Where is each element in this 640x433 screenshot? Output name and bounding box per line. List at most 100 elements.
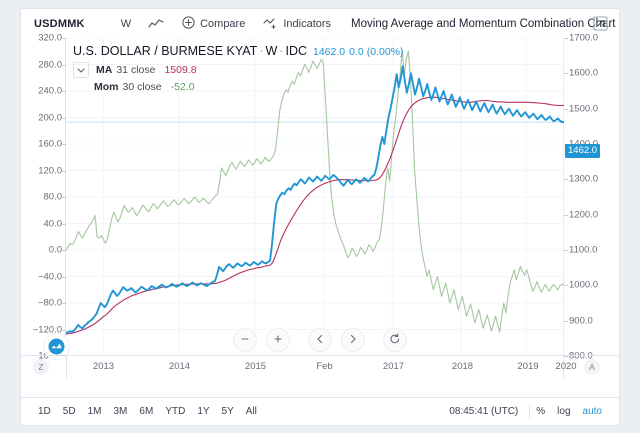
- legend-title-row: U.S. DOLLAR / BURMESE KYAT · W · IDC 1462.0 0.…: [73, 44, 404, 58]
- left-axis-tickmark: [62, 144, 66, 145]
- pan-left-button[interactable]: [308, 328, 332, 352]
- interval-button[interactable]: W: [120, 17, 132, 30]
- left-axis-tickmark: [62, 64, 66, 66]
- left-axis-tick: 280.0: [38, 59, 62, 70]
- range-button-ytd[interactable]: YTD: [165, 406, 186, 417]
- legend-change-percent: (0.00%): [366, 46, 404, 58]
- left-axis-tick: −120.0: [32, 324, 62, 335]
- right-axis-tickmark: [564, 73, 568, 75]
- range-button-1m[interactable]: 1M: [87, 406, 102, 417]
- zoom-out-button[interactable]: [233, 328, 257, 352]
- date-axis-tick: 2013: [92, 361, 115, 372]
- legend-mom-params: 30 close: [122, 81, 162, 93]
- series-canvas: [66, 38, 564, 356]
- left-axis-tick: −80.0: [37, 297, 62, 309]
- left-axis-tickmark: [62, 38, 66, 39]
- chart-title: Moving Average and Momentum Combination …: [351, 17, 616, 30]
- range-button-5y[interactable]: 5Y: [221, 406, 234, 417]
- right-axis-tickmark: [564, 38, 568, 39]
- pan-right-button[interactable]: [341, 328, 365, 352]
- left-axis-tick: 200.0: [38, 112, 62, 123]
- legend-mom-name: Mom: [94, 81, 119, 93]
- left-axis-tickmark: [62, 170, 66, 172]
- left-axis-tick: 80.0: [43, 191, 63, 203]
- right-axis-tick: 1200.0: [569, 209, 599, 221]
- right-axis-tickmark: [564, 179, 568, 181]
- right-axis-tick: 800.0: [569, 350, 593, 362]
- range-button-6m[interactable]: 6M: [139, 406, 154, 417]
- right-axis-tick: 1000.0: [569, 279, 599, 291]
- date-axis-tick: 2020: [555, 361, 577, 372]
- indicators-button[interactable]: Indicators: [263, 16, 331, 32]
- divider: [529, 405, 531, 418]
- chart-controls: [21, 328, 619, 352]
- right-axis-tick: 1400.0: [569, 139, 598, 150]
- right-axis-tickmark: [564, 356, 568, 357]
- top-toolbar: USDMMK W Compare Indicators Moving Avera…: [21, 9, 619, 38]
- left-axis-tickmark: [62, 117, 66, 119]
- legend-last-price: 1462.0: [313, 46, 346, 58]
- right-axis-tickmark: [564, 250, 568, 251]
- date-axis-tick: 2015: [244, 361, 267, 372]
- date-axis[interactable]: Z A 2013 2014 2015 Feb 2017 2018 2019 2020: [21, 355, 619, 378]
- left-axis-tick: 0.0: [48, 244, 62, 256]
- left-axis-tick: 240.0: [38, 85, 62, 97]
- auto-scale-button[interactable]: auto: [582, 406, 602, 417]
- range-button-1d[interactable]: 1D: [38, 406, 51, 417]
- line-chart-icon[interactable]: [148, 18, 164, 30]
- left-axis-tickmark: [62, 197, 66, 198]
- date-axis-tick: Feb: [316, 361, 333, 372]
- axis-zoom-reset-button[interactable]: Z: [33, 359, 49, 375]
- legend-change: 0.0: [349, 46, 364, 58]
- chart-area[interactable]: 320.0 280.0 240.0 200.0 160.0 120.0 80.0 40.0 0.…: [21, 33, 619, 378]
- date-axis-tick: 2019: [517, 361, 539, 372]
- legend-source: IDC: [285, 44, 307, 58]
- legend-mom-value: -52.0: [170, 81, 195, 93]
- range-button-all[interactable]: All: [245, 406, 257, 417]
- bottom-bar: 1D 5D 1M 3M 6M YTD 1Y 5Y All 08:45:41 (UTC) % lo…: [21, 397, 619, 425]
- axis-auto-button[interactable]: A: [584, 359, 600, 375]
- right-axis-tick: 1700.0: [569, 32, 599, 44]
- range-button-3m[interactable]: 3M: [113, 406, 128, 417]
- left-axis-tickmark: [62, 223, 66, 225]
- log-scale-button[interactable]: log: [557, 406, 571, 417]
- range-button-1y[interactable]: 1Y: [197, 406, 210, 417]
- right-axis-tick: 1300.0: [569, 173, 599, 185]
- right-axis-tick: 1500.0: [569, 103, 599, 115]
- right-axis-tickmark: [564, 108, 568, 110]
- chevron-down-icon[interactable]: [73, 62, 89, 78]
- external-link-icon[interactable]: [592, 15, 609, 32]
- legend-ma-name: MA: [96, 64, 113, 76]
- legend-symbol-name: U.S. DOLLAR / BURMESE KYAT: [73, 44, 258, 58]
- left-axis-tick: 120.0: [38, 165, 62, 176]
- legend-ma-row[interactable]: MA 31 close 1509.8: [73, 62, 404, 78]
- left-price-axis[interactable]: 320.0 280.0 240.0 200.0 160.0 120.0 80.0 40.0 0.…: [21, 33, 66, 362]
- left-axis-tick: 160.0: [38, 138, 62, 150]
- reset-chart-button[interactable]: [383, 328, 407, 352]
- clock-label: 08:45:41 (UTC): [449, 406, 519, 417]
- right-axis-tickmark: [564, 320, 568, 322]
- legend-interval: W: [265, 44, 278, 58]
- left-axis-tick: −40.0: [37, 271, 62, 282]
- range-button-5d[interactable]: 5D: [62, 406, 76, 417]
- left-axis-tickmark: [62, 276, 66, 278]
- left-axis-tick: 40.0: [43, 218, 63, 229]
- compare-button[interactable]: Compare: [182, 15, 245, 32]
- date-axis-tick: 2017: [382, 361, 405, 372]
- right-axis-tickmark: [564, 285, 568, 287]
- zoom-in-button[interactable]: [266, 328, 290, 352]
- plus-icon: [273, 333, 283, 347]
- left-axis-tick: 320.0: [38, 32, 62, 44]
- current-price-tag: 1462.0: [565, 144, 601, 159]
- legend-mom-row[interactable]: Mom 30 close -52.0: [73, 81, 404, 93]
- chart-widget: USDMMK W Compare Indicators Moving Avera…: [20, 8, 620, 426]
- right-axis-tick: 1100.0: [569, 244, 598, 256]
- right-price-axis[interactable]: 1700.0 1600.0 1500.0 1400.0 1300.0 1200.0 1100…: [563, 33, 619, 362]
- range-selector: 1D 5D 1M 3M 6M YTD 1Y 5Y All: [33, 403, 262, 420]
- legend-ma-params: 31 close: [116, 64, 156, 76]
- chart-legend: U.S. DOLLAR / BURMESE KYAT · W · IDC 1462.0 0.…: [73, 44, 404, 93]
- percent-scale-button[interactable]: %: [536, 406, 546, 417]
- right-axis-tick: 1600.0: [569, 67, 599, 79]
- symbol-label[interactable]: USDMMK: [34, 17, 85, 30]
- plot-surface[interactable]: [66, 38, 564, 356]
